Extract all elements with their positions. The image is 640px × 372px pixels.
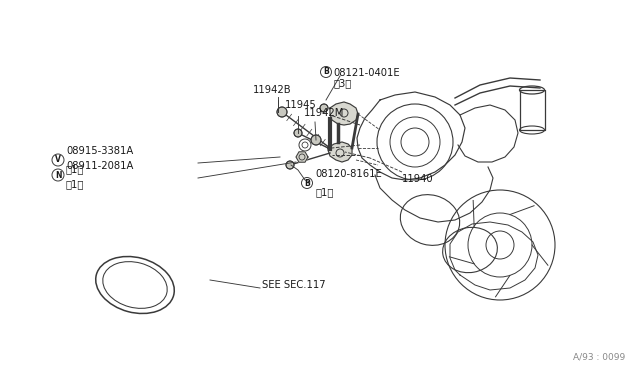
Circle shape [277, 107, 287, 117]
Text: 08120-8161E: 08120-8161E [315, 169, 381, 179]
Text: 08911-2081A: 08911-2081A [66, 161, 133, 171]
Text: 11940: 11940 [402, 174, 434, 184]
Text: （1）: （1） [315, 187, 333, 197]
Polygon shape [328, 142, 352, 162]
Text: B: B [304, 179, 310, 187]
Text: A/93 : 0099: A/93 : 0099 [573, 353, 625, 362]
Text: 11942M: 11942M [304, 108, 344, 118]
Text: （1）: （1） [66, 179, 84, 189]
Circle shape [311, 135, 321, 145]
Text: 11942B: 11942B [253, 85, 292, 95]
Circle shape [286, 161, 294, 169]
Text: SEE SEC.117: SEE SEC.117 [262, 280, 326, 290]
Text: 08915-3381A: 08915-3381A [66, 146, 133, 156]
Circle shape [320, 104, 328, 112]
Polygon shape [296, 152, 308, 162]
Text: N: N [55, 170, 61, 180]
Text: B: B [323, 67, 329, 77]
Polygon shape [330, 102, 358, 125]
Text: 11945: 11945 [285, 100, 317, 110]
Text: 08121-0401E: 08121-0401E [333, 68, 399, 78]
Text: （1）: （1） [66, 164, 84, 174]
Circle shape [294, 129, 302, 137]
Text: V: V [55, 155, 61, 164]
Text: （3）: （3） [333, 78, 351, 88]
